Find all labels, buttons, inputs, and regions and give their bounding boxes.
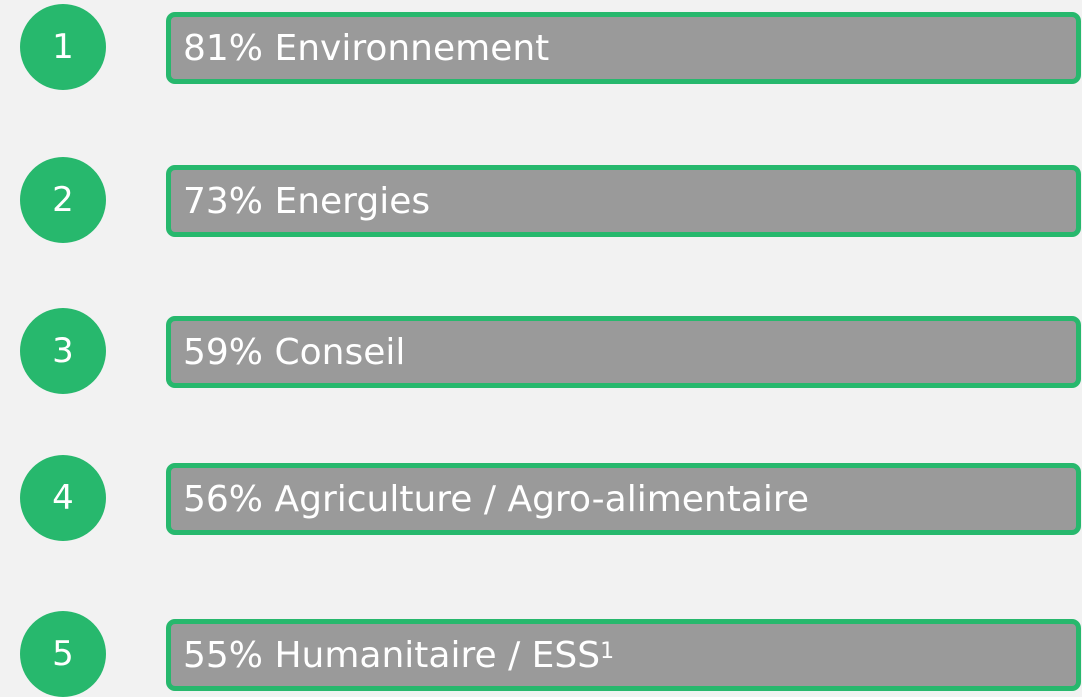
rank-badge: 2 xyxy=(20,157,106,243)
ranking-bar: 55% Humanitaire / ESS 1 xyxy=(166,619,1081,691)
ranking-bar: 59% Conseil xyxy=(166,316,1081,388)
ranking-bar: 81% Environnement xyxy=(166,12,1081,84)
ranking-bar: 56% Agriculture / Agro-alimentaire xyxy=(166,463,1081,535)
ranking-row: 2 73% Energies xyxy=(0,157,1082,243)
rank-badge: 5 xyxy=(20,611,106,697)
ranking-text: 73% Energies xyxy=(183,180,431,222)
ranking-row: 4 56% Agriculture / Agro-alimentaire xyxy=(0,455,1082,541)
ranking-row: 3 59% Conseil xyxy=(0,308,1082,394)
ranking-text: 56% Agriculture / Agro-alimentaire xyxy=(183,478,810,520)
ranking-bar: 73% Energies xyxy=(166,165,1081,237)
rank-badge: 4 xyxy=(20,455,106,541)
ranking-row: 5 55% Humanitaire / ESS 1 xyxy=(0,611,1082,697)
ranking-text: 59% Conseil xyxy=(183,331,406,373)
ranking-text: 55% Humanitaire / ESS xyxy=(183,634,601,676)
ranking-row: 1 81% Environnement xyxy=(0,4,1082,90)
rank-badge: 1 xyxy=(20,4,106,90)
rank-badge: 3 xyxy=(20,308,106,394)
ranking-text: 81% Environnement xyxy=(183,27,550,69)
footnote-mark: 1 xyxy=(600,638,615,664)
